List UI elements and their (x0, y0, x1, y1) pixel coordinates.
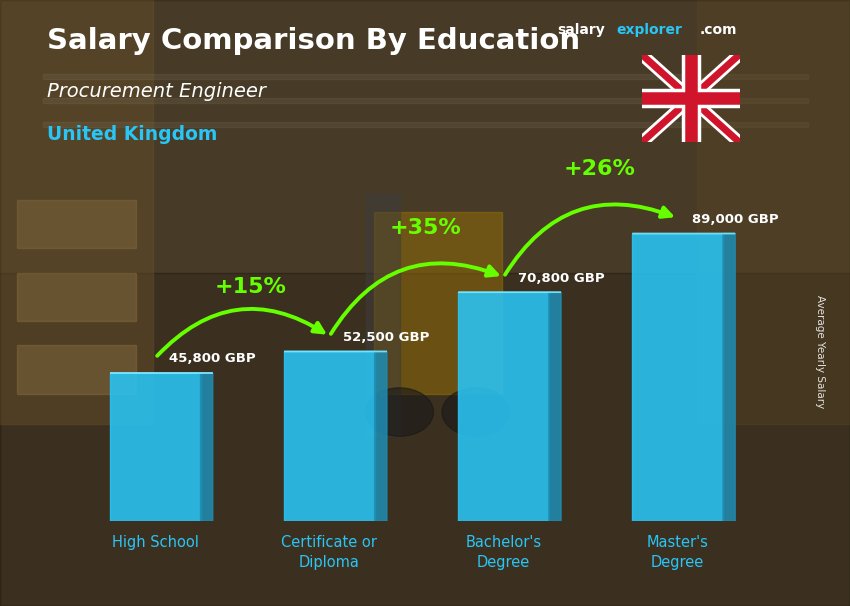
Bar (42, 98, 807, 103)
Text: explorer: explorer (616, 23, 682, 37)
Bar (0, 0, 153, 424)
Bar (284, 351, 375, 521)
Text: .com: .com (700, 23, 737, 37)
Text: United Kingdom: United Kingdom (47, 125, 217, 144)
Bar (0, 0, 850, 273)
Text: 70,800 GBP: 70,800 GBP (518, 271, 604, 285)
Bar (17, 345, 136, 394)
Text: +26%: +26% (564, 159, 635, 179)
Text: +35%: +35% (389, 218, 461, 238)
Text: Procurement Engineer: Procurement Engineer (47, 82, 265, 101)
Bar (110, 373, 201, 521)
Polygon shape (375, 351, 387, 521)
Polygon shape (723, 233, 735, 521)
Polygon shape (549, 292, 561, 521)
Bar (366, 194, 400, 436)
Bar (42, 122, 807, 127)
Text: 89,000 GBP: 89,000 GBP (692, 213, 779, 225)
Text: salary: salary (557, 23, 604, 37)
Text: 52,500 GBP: 52,500 GBP (343, 331, 430, 344)
Text: Salary Comparison By Education: Salary Comparison By Education (47, 27, 580, 55)
Circle shape (366, 388, 434, 436)
Bar (0, 273, 850, 606)
Bar (17, 200, 136, 248)
Text: 45,800 GBP: 45,800 GBP (169, 352, 256, 365)
Bar (374, 212, 502, 394)
Bar (17, 273, 136, 321)
Bar (632, 233, 723, 521)
Text: Average Yearly Salary: Average Yearly Salary (815, 295, 825, 408)
Text: +15%: +15% (215, 277, 287, 297)
Circle shape (442, 388, 510, 436)
Bar (42, 74, 807, 79)
Bar (697, 0, 850, 424)
Polygon shape (201, 373, 212, 521)
Bar (458, 292, 549, 521)
